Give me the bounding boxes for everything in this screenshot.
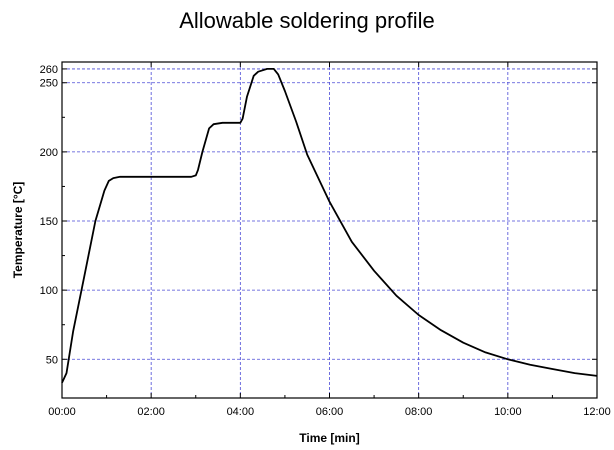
x-tick-label: 08:00 xyxy=(405,406,433,418)
grid-lines xyxy=(62,62,597,398)
y-tick-label: 260 xyxy=(40,64,58,76)
y-tick-label: 100 xyxy=(40,285,58,297)
x-tick-label: 02:00 xyxy=(137,406,165,418)
x-tick-label: 04:00 xyxy=(227,406,255,418)
y-tick-label: 250 xyxy=(40,78,58,90)
x-axis-title: Time [min] xyxy=(299,431,359,445)
axis-ticks xyxy=(61,62,598,398)
x-tick-label: 00:00 xyxy=(48,406,76,418)
x-tick-label: 06:00 xyxy=(316,406,344,418)
tick-labels: 00:00 02:00 04:00 06:00 08:00 10:00 12:00 50 100… xyxy=(40,64,611,418)
y-tick-label: 200 xyxy=(40,147,58,159)
x-tick-label: 12:00 xyxy=(583,406,611,418)
y-axis-title: Temperature [°C] xyxy=(11,182,25,279)
x-tick-label: 10:00 xyxy=(494,406,522,418)
chart-title: Allowable soldering profile xyxy=(179,8,435,33)
y-tick-label: 50 xyxy=(46,354,58,366)
y-tick-label: 150 xyxy=(40,216,58,228)
temperature-line xyxy=(61,68,598,384)
